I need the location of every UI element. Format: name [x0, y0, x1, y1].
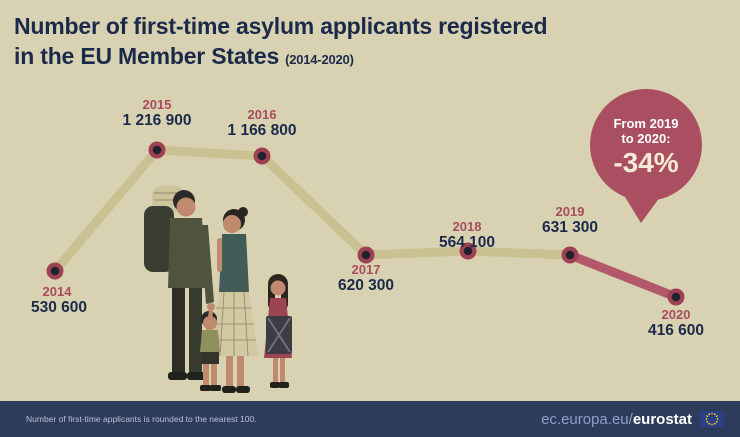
footer-url-eurostat: eurostat	[632, 410, 692, 428]
year-label-2016: 2016	[247, 107, 277, 122]
footer-note: Number of first-time applicants is round…	[26, 414, 257, 424]
chart-line-highlight-2019-2020	[565, 250, 681, 302]
marker-2018	[459, 242, 477, 260]
callout-value: -34%	[613, 147, 679, 178]
girl-figure	[264, 274, 292, 388]
data-point-markers	[46, 141, 685, 306]
year-label-2017: 2017	[351, 262, 381, 277]
marker-2016	[253, 147, 271, 165]
year-label-2019: 2019	[555, 204, 585, 219]
year-label-2015: 2015	[142, 97, 172, 112]
woman-figure	[210, 207, 258, 393]
value-label-2019: 631 300	[541, 219, 599, 236]
value-label-2020: 416 600	[647, 322, 705, 339]
chart-line	[50, 145, 575, 276]
marker-2014	[46, 262, 64, 280]
year-label-2018: 2018	[452, 219, 482, 234]
footer-bar: Number of first-time applicants is round…	[0, 401, 740, 437]
callout-line2: to 2020:	[621, 131, 671, 146]
title-line1: Number of first-time asylum applicants r…	[14, 13, 548, 39]
callout-line1: From 2019	[613, 116, 679, 131]
marker-2015	[148, 141, 166, 159]
year-label-2014: 2014	[42, 284, 72, 299]
value-label-2018: 564 100	[438, 234, 496, 251]
marker-2020	[667, 288, 685, 306]
footer-url-prefix: ec.europa.eu/	[541, 410, 633, 428]
title-line2: in the EU Member States (2014-2020)	[14, 42, 354, 69]
marker-2019	[561, 246, 579, 264]
value-label-2014: 530 600	[30, 299, 88, 316]
value-label-2017: 620 300	[337, 277, 395, 294]
marker-2017	[357, 246, 375, 264]
boy-figure	[200, 310, 221, 391]
page-title: Number of first-time asylum applicants r…	[14, 12, 548, 72]
title-subtitle: (2014-2020)	[285, 51, 354, 67]
man-figure	[168, 190, 215, 380]
footer-url: ec.europa.eu/eurostat	[541, 411, 724, 428]
value-label-2016: 1 166 800	[227, 122, 297, 139]
callout-bubble	[590, 89, 702, 223]
value-label-2015: 1 216 900	[122, 112, 192, 129]
eu-flag-icon	[700, 411, 724, 427]
family-illustration	[144, 186, 292, 393]
year-label-2020: 2020	[661, 307, 691, 322]
